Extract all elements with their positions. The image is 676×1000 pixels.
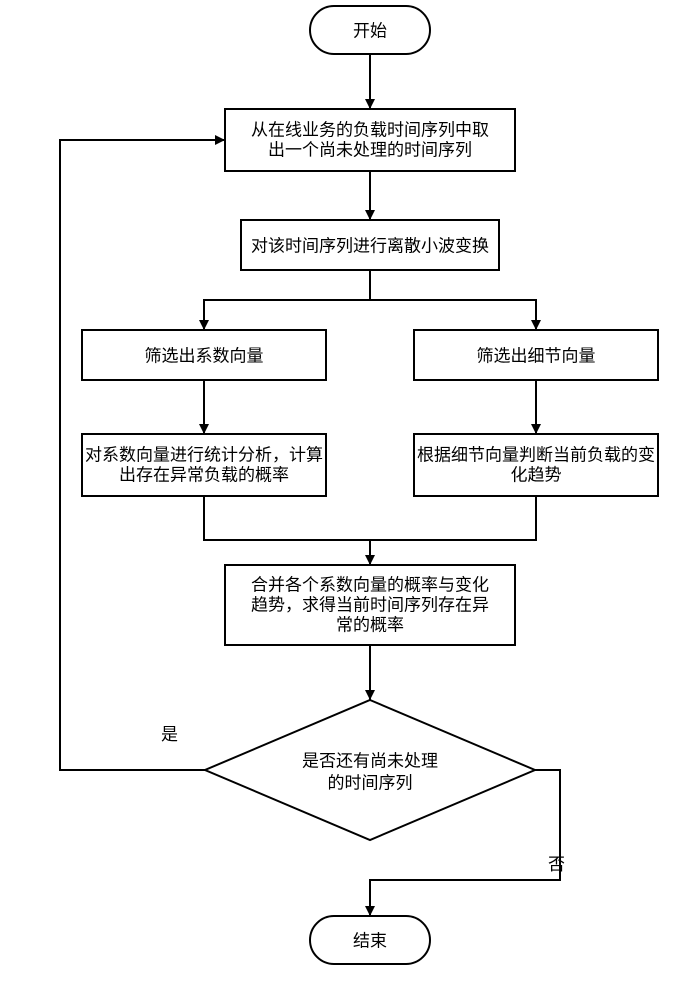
node-n4r: 根据细节向量判断当前负载的变 化趋势	[414, 434, 658, 496]
start-label: 开始	[353, 21, 387, 40]
n4r-line2: 化趋势	[511, 465, 562, 484]
n5-line2: 趋势，求得当前时间序列存在异	[251, 595, 489, 614]
n4r-line1: 根据细节向量判断当前负载的变	[417, 445, 655, 464]
node-n1: 从在线业务的负载时间序列中取 出一个尚未处理的时间序列	[225, 109, 515, 171]
edge-n4r-merge	[370, 496, 536, 540]
label-yes: 是	[161, 725, 178, 744]
n1-line2: 出一个尚未处理的时间序列	[268, 140, 472, 159]
n3l-line1: 筛选出系数向量	[145, 346, 264, 365]
edge-split-n3r	[370, 300, 536, 330]
d1-line1: 是否还有尚未处理	[302, 751, 438, 770]
n3r-line1: 筛选出细节向量	[477, 346, 596, 365]
end-label: 结束	[353, 931, 387, 950]
node-n3l: 筛选出系数向量	[82, 330, 326, 380]
n4l-line2: 出存在异常负载的概率	[119, 465, 289, 484]
edge-split-n3l	[204, 300, 370, 330]
n4l-line1: 对系数向量进行统计分析，计算	[85, 445, 323, 464]
d1-line2: 的时间序列	[328, 773, 413, 792]
node-d1: 是否还有尚未处理 的时间序列	[205, 700, 535, 840]
node-start: 开始	[310, 6, 430, 54]
node-end: 结束	[310, 916, 430, 964]
node-n2: 对该时间序列进行离散小波变换	[241, 220, 499, 270]
node-n5: 合并各个系数向量的概率与变化 趋势，求得当前时间序列存在异 常的概率	[225, 565, 515, 645]
n5-line1: 合并各个系数向量的概率与变化	[251, 575, 489, 594]
n1-line1: 从在线业务的负载时间序列中取	[251, 120, 489, 139]
node-n3r: 筛选出细节向量	[414, 330, 658, 380]
edge-n4l-merge	[204, 496, 370, 540]
label-no: 否	[548, 855, 565, 874]
n5-line3: 常的概率	[336, 615, 404, 634]
node-n4l: 对系数向量进行统计分析，计算 出存在异常负载的概率	[82, 434, 326, 496]
n2-line1: 对该时间序列进行离散小波变换	[251, 236, 489, 255]
